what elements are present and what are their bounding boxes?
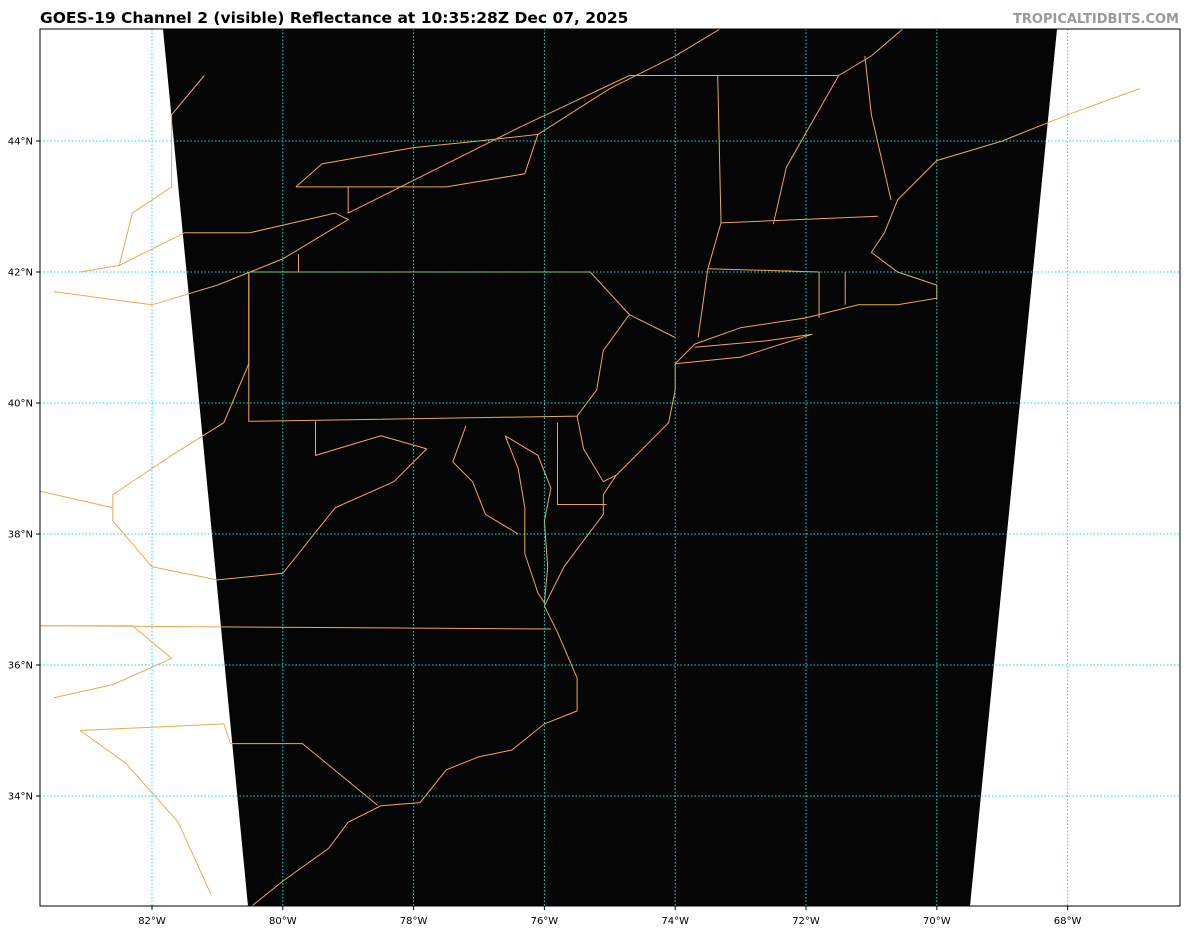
map-title: GOES-19 Channel 2 (visible) Reflectance … bbox=[40, 9, 629, 27]
lon-tick-label: 74°W bbox=[661, 916, 689, 927]
lon-tick-label: 70°W bbox=[923, 916, 951, 927]
potomac bbox=[452, 425, 519, 535]
nh-me-border bbox=[864, 55, 892, 201]
st-lawrence bbox=[537, 29, 721, 135]
lon-tick-label: 82°W bbox=[138, 916, 166, 927]
lat-tick-label: 42°N bbox=[8, 268, 33, 279]
east-coastline bbox=[251, 88, 1140, 906]
lon-tick-label: 76°W bbox=[531, 916, 559, 927]
lat-tick-label: 34°N bbox=[8, 792, 33, 803]
vt-nh-border bbox=[772, 75, 840, 225]
ky-oh-river bbox=[40, 490, 113, 509]
lon-tick-label: 80°W bbox=[269, 916, 297, 927]
nj-ny-border bbox=[629, 314, 676, 338]
coastlines-and-borders bbox=[40, 29, 1140, 906]
lat-tick-label: 36°N bbox=[8, 661, 33, 672]
ontario-shore bbox=[118, 75, 205, 266]
canada-border bbox=[347, 29, 904, 214]
va-nc-border bbox=[40, 625, 551, 630]
credit-watermark: TROPICALTIDBITS.COM bbox=[1013, 12, 1179, 27]
ma-south-border bbox=[707, 268, 820, 318]
map-frame bbox=[39, 28, 1181, 907]
long-island bbox=[675, 333, 813, 365]
lon-tick-label: 68°W bbox=[1054, 916, 1082, 927]
satellite-imagery-swath bbox=[163, 29, 1057, 906]
tn-va-border bbox=[40, 625, 173, 699]
delaware-bay bbox=[576, 416, 617, 483]
lon-tick-label: 78°W bbox=[400, 916, 428, 927]
lon-tick-label: 72°W bbox=[792, 916, 820, 927]
de-md-border bbox=[557, 422, 607, 505]
lat-tick-label: 44°N bbox=[8, 137, 33, 148]
nc-sc-border bbox=[80, 723, 378, 806]
pa-border bbox=[248, 271, 631, 422]
ma-north-border bbox=[720, 215, 878, 224]
ny-east-border bbox=[697, 75, 722, 338]
wv-border bbox=[112, 363, 428, 581]
lat-tick-label: 38°N bbox=[8, 530, 33, 541]
lake-erie bbox=[53, 212, 350, 306]
lat-tick-label: 40°N bbox=[8, 399, 33, 410]
graticule bbox=[40, 29, 1180, 906]
chesapeake-bay bbox=[504, 435, 552, 605]
